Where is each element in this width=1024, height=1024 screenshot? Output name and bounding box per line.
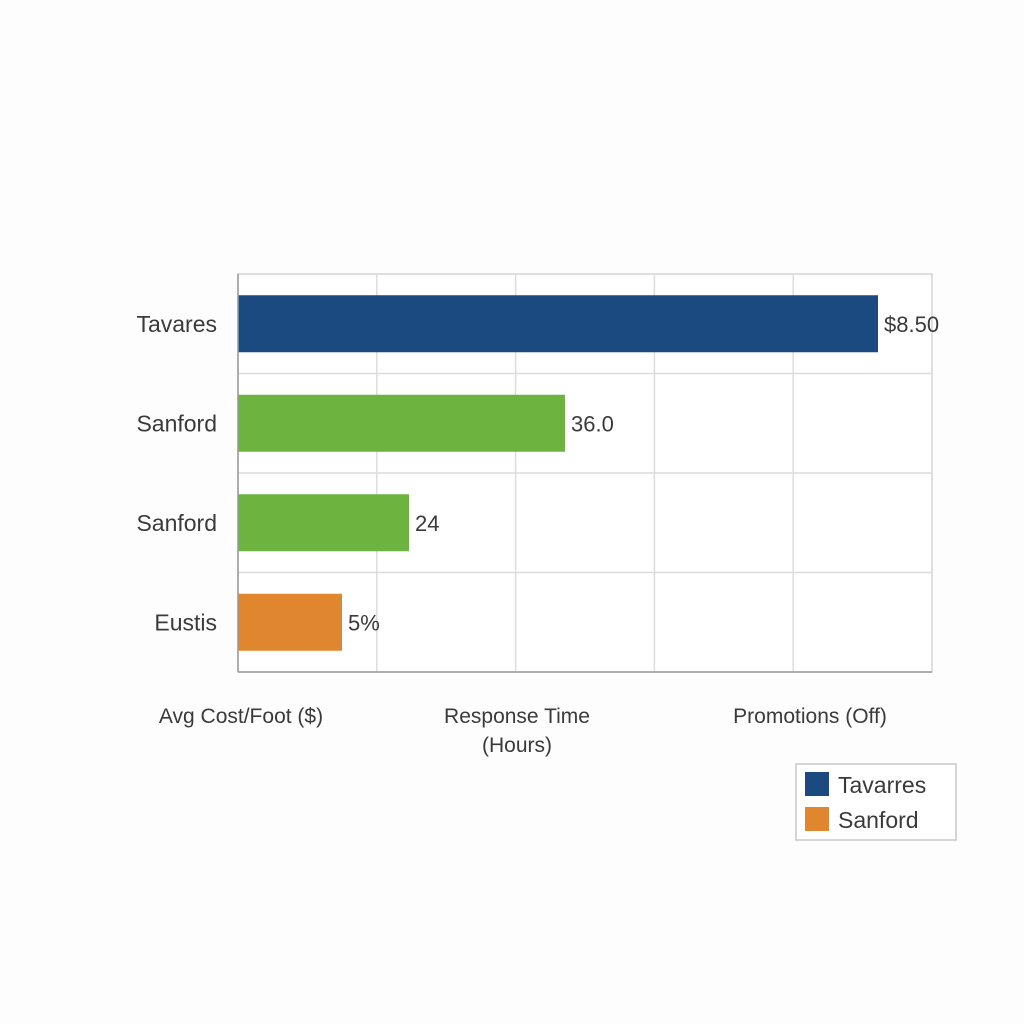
legend-label-sanford: Sanford: [838, 807, 919, 833]
x-group-label: (Hours): [482, 734, 552, 757]
legend-swatch-sanford: [805, 807, 829, 831]
bar-tavares: [238, 295, 878, 353]
category-label: Sanford: [136, 510, 217, 536]
x-group-label: Response Time: [444, 705, 590, 728]
bar-value-label: 5%: [348, 610, 380, 635]
legend: Tavarres Sanford: [795, 763, 957, 841]
bar-sanford: [238, 394, 565, 452]
category-label: Eustis: [154, 609, 217, 635]
x-axis-labels: Avg Cost/Foot ($) Response Time (Hours) Pro…: [159, 705, 887, 757]
bar-value-label: $8.50: [884, 312, 939, 337]
category-label: Tavares: [136, 311, 217, 337]
x-group-label: Avg Cost/Foot ($): [159, 705, 323, 728]
bar-value-label: 36.0: [571, 411, 614, 436]
bar-value-label: 24: [415, 511, 439, 536]
category-label: Sanford: [136, 410, 217, 436]
x-group-label: Promotions (Off): [733, 705, 887, 728]
legend-swatch-tavarres: [805, 772, 829, 796]
legend-label-tavarres: Tavarres: [838, 772, 926, 798]
bar-eustis: [238, 593, 342, 651]
bar-sanford: [238, 494, 409, 552]
bars-group: $8.50 Tavares 36.0 Sanford 24 Sanford 5% Eustis: [136, 295, 939, 651]
